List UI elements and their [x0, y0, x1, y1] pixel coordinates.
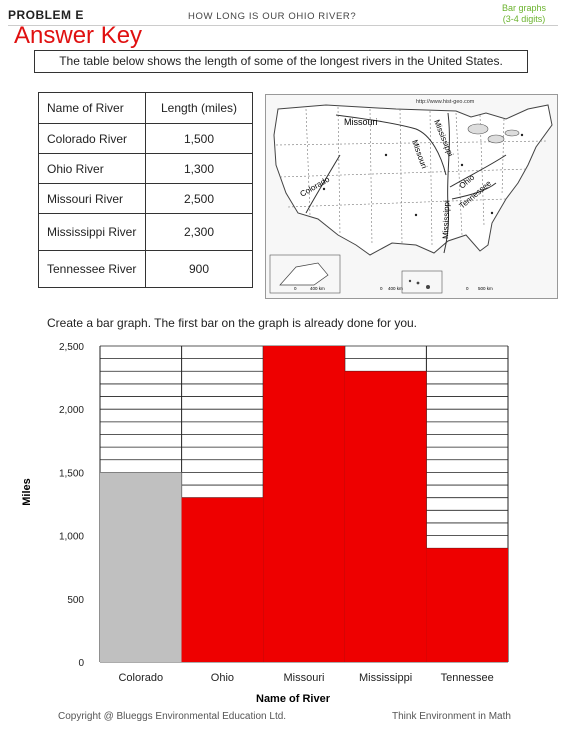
chart-x-ticks: Colorado Ohio Missouri Mississippi Tennessee [118, 672, 493, 684]
table-cell-name: Colorado River [38, 123, 146, 154]
bar-chart: 0 500 1,000 1,500 2,000 2,500 Colorado Ohio Mis… [21, 342, 509, 705]
table-row: Mississippi River 2,300 [38, 213, 253, 251]
x-tick-label: Tennessee [441, 672, 494, 684]
chart-y-ticks: 0 500 1,000 1,500 2,000 2,500 [59, 342, 84, 669]
instruction-text: Create a bar graph. The first bar on the… [47, 316, 417, 330]
map-scale-alaska-1: 400 km [310, 286, 325, 291]
us-outline [273, 104, 553, 256]
table-row: Missouri River 2,500 [38, 183, 253, 214]
y-tick-label: 0 [78, 658, 84, 669]
x-axis-label: Name of River [256, 693, 331, 705]
copyright-text: Copyright @ Blueggs Environmental Educat… [58, 711, 287, 722]
table-cell-length: 900 [145, 250, 253, 288]
us-rivers-map: http://www.hist-geo.com Missouri Mississ… [265, 94, 558, 299]
y-tick-label: 2,000 [59, 405, 84, 416]
page-title: HOW LONG IS OUR OHIO RIVER? [188, 11, 357, 22]
series-text: Think Environment in Math [392, 711, 511, 722]
table-cell-length: 2,300 [145, 213, 253, 251]
table-cell-length: 1,500 [145, 123, 253, 154]
bar-mississippi [344, 371, 427, 662]
table-cell-name: Mississippi River [38, 213, 146, 251]
table-cell-name: Tennessee River [38, 250, 146, 288]
map-scale-hawaii-1: 500 km [478, 286, 493, 291]
y-tick-label: 500 [67, 595, 84, 606]
table-row: Ohio River 1,300 [38, 153, 253, 184]
alaska-inset [269, 254, 341, 294]
y-tick-label: 1,000 [59, 532, 84, 543]
answer-key-label: Answer Key [14, 22, 143, 49]
y-tick-label: 2,500 [59, 342, 84, 353]
table-header-length: Length (miles) [145, 92, 253, 124]
tennessee-river [451, 182, 497, 200]
table-cell-name: Ohio River [38, 153, 146, 184]
x-tick-label: Colorado [118, 672, 163, 684]
header-divider [8, 25, 558, 26]
intro-text: The table below shows the length of some… [34, 50, 528, 73]
map-url: http://www.hist-geo.com [416, 99, 475, 105]
chart-bars [100, 346, 508, 662]
bar-missouri [263, 346, 345, 662]
map-label-missouri: Missouri [344, 117, 378, 127]
map-scale-alaska-0: 0 [294, 286, 297, 291]
ohio-river [449, 154, 507, 188]
table-cell-length: 2,500 [145, 183, 253, 214]
topic-line-1: Bar graphs [501, 3, 546, 13]
topic-line-2: (3-4 digits) [502, 14, 546, 24]
x-tick-label: Ohio [211, 672, 234, 684]
x-tick-label: Mississippi [359, 672, 412, 684]
y-tick-label: 1,500 [59, 468, 84, 479]
bar-ohio [181, 497, 264, 662]
map-scale-main-0: 0 [380, 286, 383, 291]
missouri-river [335, 114, 447, 176]
table-header-name: Name of River [38, 92, 146, 124]
map-scale-hawaii-0: 0 [466, 286, 469, 291]
table-row: Colorado River 1,500 [38, 123, 253, 154]
map-drawing: http://www.hist-geo.com Missouri Mississ… [269, 99, 553, 294]
bar-tennessee [426, 548, 508, 662]
y-axis-label: Miles [21, 478, 33, 506]
map-label-mississippi-2: Mississippi [441, 200, 451, 239]
table-row: Tennessee River 900 [38, 250, 253, 288]
map-scale-main-1: 400 km [388, 286, 403, 291]
topic-tag: Bar graphs (3-4 digits) [502, 3, 546, 25]
mississippi-river [443, 112, 450, 254]
table-cell-name: Missouri River [38, 183, 146, 214]
river-length-table: Name of River Length (miles) Colorado Ri… [38, 92, 253, 288]
x-tick-label: Missouri [284, 672, 325, 684]
colorado-river [305, 154, 341, 214]
problem-label: PROBLEM E [8, 8, 84, 22]
bar-colorado [100, 472, 182, 662]
table-cell-length: 1,300 [145, 153, 253, 184]
hawaii-inset [401, 270, 443, 294]
